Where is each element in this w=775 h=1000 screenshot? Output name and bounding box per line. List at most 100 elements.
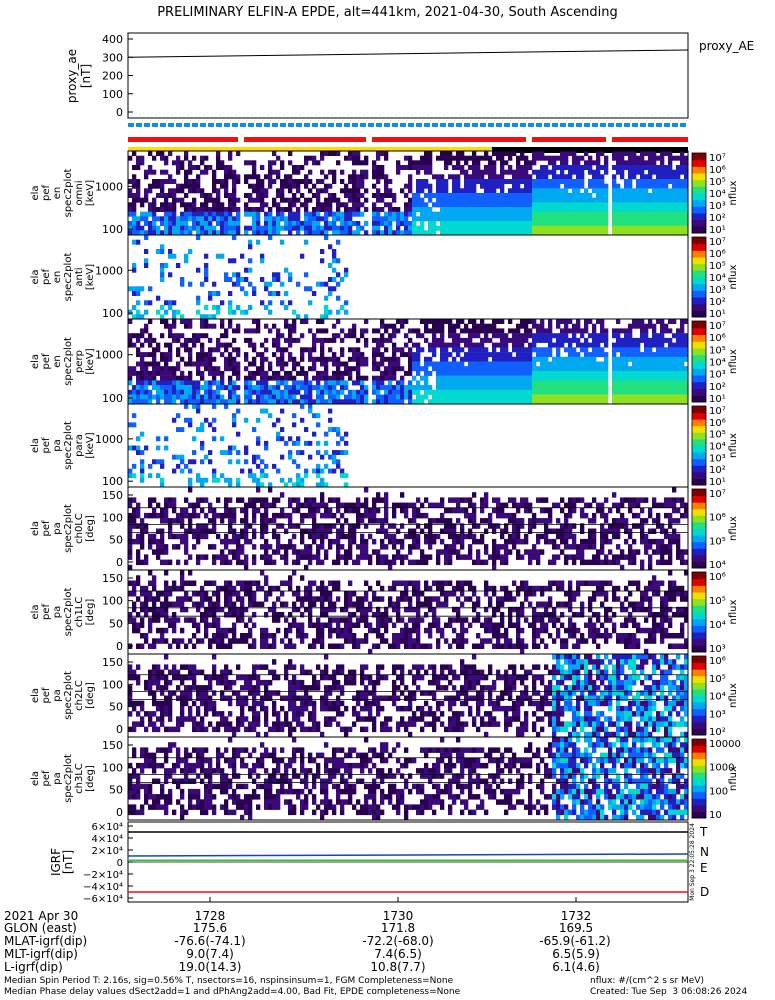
heatmap-cell: [648, 370, 653, 376]
heatmap-cell: [396, 216, 401, 222]
heatmap-cell: [276, 230, 281, 236]
heatmap-cell: [388, 380, 393, 386]
heatmap-cell: [408, 352, 413, 358]
heatmap-cell: [596, 399, 601, 405]
heatmap-cell: [356, 554, 361, 560]
heatmap-cell: [644, 165, 649, 170]
heatmap-cell: [516, 216, 521, 222]
heatmap-cell: [188, 347, 193, 353]
heatmap-cell: [340, 328, 345, 334]
heatmap-cell: [384, 370, 389, 376]
heatmap-cell: [340, 473, 345, 479]
heatmap-cell: [476, 221, 481, 226]
heatmap-cell: [324, 183, 329, 189]
heatmap-cell: [252, 399, 257, 405]
heatmap-cell: [260, 459, 265, 465]
heatmap-cell: [484, 179, 489, 184]
heatmap-cell: [672, 370, 677, 376]
panel-ylabel-line: en: [52, 271, 63, 284]
heatmap-cell: [668, 169, 673, 175]
heatmap-cell: [580, 207, 585, 212]
heatmap-cell: [236, 366, 241, 372]
heatmap-cell: [184, 216, 189, 222]
heatmap-cell: [276, 216, 281, 222]
heatmap-cell: [664, 188, 669, 194]
heatmap-cell: [224, 544, 229, 550]
heatmap-cell: [260, 253, 265, 259]
heatmap-cell: [208, 230, 213, 236]
colorbar-segment: [692, 381, 706, 389]
heatmap-cell: [500, 221, 505, 226]
heatmap-cell: [448, 174, 453, 180]
heatmap-cell: [648, 183, 653, 189]
heatmap-cell: [632, 380, 637, 386]
heatmap-cell: [500, 389, 505, 395]
heatmap-cell: [164, 263, 169, 268]
heatmap-cell: [160, 389, 165, 395]
heatmap-cell: [200, 394, 205, 400]
heatmap-cell: [228, 356, 233, 362]
heatmap-cell: [248, 197, 253, 203]
heatmap-cell: [516, 342, 521, 348]
heatmap-cell: [272, 179, 277, 184]
heatmap-cell: [680, 160, 685, 166]
heatmap-cell: [416, 342, 421, 348]
heatmap-cell: [148, 533, 153, 540]
heatmap-cell: [404, 202, 409, 208]
heatmap-cell: [232, 394, 237, 400]
heatmap-cell: [224, 554, 229, 560]
heatmap-cell: [208, 518, 213, 524]
heatmap-cell: [168, 356, 173, 362]
heatmap-cell: [456, 333, 461, 339]
heatmap-cell: [524, 389, 529, 395]
heatmap-cell: [604, 193, 609, 198]
heatmap-cell: [592, 328, 597, 334]
heatmap-cell: [328, 507, 333, 514]
heatmap-cell: [276, 549, 281, 555]
heatmap-cell: [496, 221, 501, 226]
heatmap-cell: [656, 333, 661, 339]
heatmap-cell: [292, 169, 297, 175]
heatmap-cell: [336, 239, 341, 245]
heatmap-cell: [592, 183, 597, 189]
heatmap-cell: [292, 356, 297, 362]
heatmap-cell: [632, 221, 637, 226]
heatmap-cell: [472, 518, 477, 524]
heatmap-cell: [272, 151, 277, 156]
heatmap-cell: [360, 544, 365, 550]
heatmap-cell: [648, 356, 653, 362]
heatmap-cell: [264, 394, 269, 400]
heatmap-cell: [420, 216, 425, 222]
heatmap-cell: [452, 230, 457, 236]
heatmap-cell: [676, 169, 681, 175]
heatmap-cell: [332, 253, 337, 259]
heatmap-cell: [192, 221, 197, 226]
heatmap-cell: [464, 554, 469, 560]
heatmap-cell: [400, 366, 405, 372]
heatmap-cell: [604, 399, 609, 405]
heatmap-cell: [360, 380, 365, 386]
heatmap-cell: [612, 375, 617, 381]
heatmap-cell: [456, 221, 461, 226]
heatmap-cell: [600, 188, 605, 194]
heatmap-cell: [516, 328, 521, 334]
heatmap-cell: [612, 366, 617, 372]
heatmap-cell: [520, 197, 525, 203]
heatmap-cell: [472, 394, 477, 400]
heatmap-cell: [492, 333, 497, 339]
heatmap-cell: [348, 347, 353, 353]
heatmap-cell: [212, 169, 217, 175]
heatmap-cell: [280, 216, 285, 222]
heatmap-cell: [476, 352, 481, 358]
heatmap-cell: [680, 221, 685, 226]
heatmap-cell: [268, 230, 273, 236]
heatmap-cell: [464, 375, 469, 381]
heatmap-cell: [512, 216, 517, 222]
heatmap-cell: [184, 497, 189, 503]
heatmap-cell: [292, 559, 297, 566]
heatmap-cell: [468, 361, 473, 367]
panel-ytick-label: 1000: [95, 264, 123, 277]
heatmap-cell: [564, 155, 569, 161]
heatmap-cell: [164, 211, 169, 217]
blue-status-mark: [464, 123, 470, 127]
